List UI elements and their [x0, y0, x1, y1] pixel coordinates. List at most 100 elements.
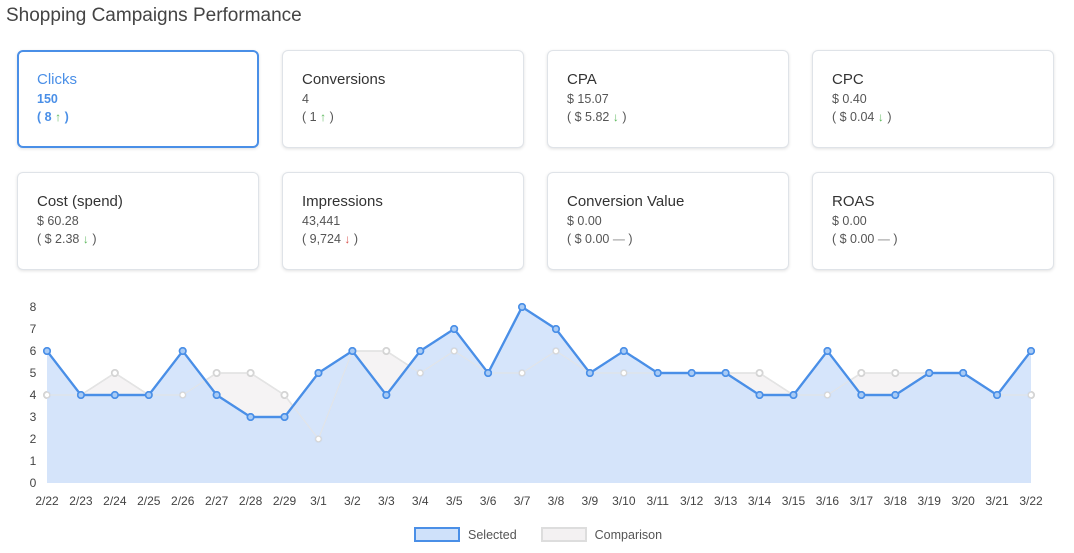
x-tick-label: 3/12: [680, 494, 704, 508]
metric-card-impressions[interactable]: Impressions 43,441 ( 9,724 ↓ ): [282, 172, 524, 270]
delta-value: ( 1: [302, 110, 317, 124]
x-tick-label: 2/23: [69, 494, 93, 508]
x-tick-label: 3/9: [582, 494, 599, 508]
x-tick-label: 2/24: [103, 494, 127, 508]
delta-close: ): [628, 232, 633, 246]
x-tick-label: 2/27: [205, 494, 229, 508]
comparison-series-point-overlay: [824, 391, 831, 399]
x-tick-label: 3/20: [951, 494, 975, 508]
dash-icon: —: [612, 232, 625, 246]
x-tick-label: 3/16: [816, 494, 840, 508]
metric-label: Conversion Value: [567, 193, 685, 210]
x-tick-label: 3/3: [378, 494, 395, 508]
x-tick-label: 3/13: [714, 494, 738, 508]
delta-value: ( $ 5.82: [567, 110, 610, 124]
selected-series-top-point: [518, 303, 527, 312]
delta-value: ( 9,724: [302, 232, 341, 246]
performance-chart-svg: 0 1 2 3 4 5 6 7 8 2/22 2/23 2/24 2/25 2/26 2/27 2/28 2/2…: [30, 300, 1043, 508]
metric-card-roas[interactable]: ROAS $ 0.00 ( $ 0.00 — ): [812, 172, 1054, 270]
selected-series-top-point: [450, 324, 459, 333]
y-tick-label: 8: [30, 300, 37, 314]
comparison-series-point-overlay: [111, 369, 119, 377]
delta-close: ): [353, 232, 359, 246]
delta-value: ( $ 0.00: [567, 232, 610, 246]
comparison-series-point-overlay: [179, 391, 187, 399]
comparison-series-point-overlay: [1027, 391, 1035, 399]
delta-value: ( $ 0.04: [832, 110, 875, 124]
selected-series-top-point: [993, 391, 1002, 400]
legend-item-comparison[interactable]: Comparison: [517, 527, 662, 542]
comparison-series-point-overlay: [857, 369, 865, 377]
metric-card-conversions[interactable]: Conversions 4 ( 1 ↑ ): [282, 50, 524, 148]
metric-delta: ( $ 0.00 — ): [567, 232, 788, 246]
x-tick-label: 3/2: [344, 494, 361, 508]
metric-card-cpc[interactable]: CPC $ 0.40 ( $ 0.04 ↓ ): [812, 50, 1054, 148]
x-tick-label: 2/29: [273, 494, 297, 508]
x-tick-label: 3/6: [480, 494, 497, 508]
selected-series-top-point: [857, 391, 866, 400]
metric-delta: ( $ 5.82 ↓ ): [567, 110, 788, 124]
comparison-series-point-overlay: [416, 369, 424, 377]
page-title: Shopping Campaigns Performance: [6, 5, 302, 26]
x-tick-label: 3/22: [1019, 494, 1043, 508]
metric-label: Clicks: [37, 71, 77, 88]
selected-series-area: [47, 307, 1031, 483]
comparison-series-point-overlay: [315, 435, 322, 443]
y-tick-label: 2: [30, 432, 37, 446]
selected-series-top-point: [619, 346, 628, 355]
selected-series-top-point: [42, 346, 51, 355]
comparison-series-point-overlay: [247, 369, 254, 377]
legend-item-selected[interactable]: Selected: [414, 527, 517, 542]
selected-series-top-point: [585, 369, 594, 378]
arrow-down-icon: ↓: [82, 232, 89, 246]
metric-delta: ( 8 ↑ ): [37, 110, 257, 124]
selected-series-top-point: [653, 369, 662, 378]
y-tick-label: 0: [30, 476, 37, 490]
x-tick-label: 3/7: [514, 494, 531, 508]
arrow-down-icon: ↓: [877, 110, 884, 124]
metric-card-conversion-value[interactable]: Conversion Value $ 0.00 ( $ 0.00 — ): [547, 172, 789, 270]
selected-series-top-point: [959, 369, 968, 378]
metric-card-cpa[interactable]: CPA $ 15.07 ( $ 5.82 ↓ ): [547, 50, 789, 148]
metric-value: 4: [302, 92, 309, 106]
metric-value: $ 15.07: [567, 92, 609, 106]
selected-series-top-point: [755, 391, 764, 400]
x-tick-label: 2/22: [35, 494, 59, 508]
comparison-series-overlay-line: [47, 350, 1031, 441]
comparison-series-point-overlay: [552, 347, 560, 355]
performance-chart: 0 1 2 3 4 5 6 7 8 2/22 2/23 2/24 2/25 2/26 2/27 2/28 2/2…: [0, 290, 1074, 520]
selected-series-top-point: [416, 346, 425, 355]
selected-series-top-point: [314, 369, 323, 378]
selected-series-top-point: [246, 413, 255, 422]
arrow-down-icon: ↓: [612, 110, 619, 124]
selected-series-top-point: [178, 346, 187, 355]
selected-series-top-point: [823, 346, 832, 355]
selected-series-top-point: [382, 391, 391, 400]
comparison-series-point-overlay: [213, 369, 221, 377]
x-tick-label: 2/28: [239, 494, 263, 508]
selected-series-top-point: [76, 391, 85, 400]
metric-label: Impressions: [302, 193, 383, 210]
delta-close: ): [64, 110, 69, 124]
y-tick-label: 5: [30, 366, 37, 380]
x-tick-label: 3/15: [782, 494, 806, 508]
metric-value: 43,441: [302, 214, 341, 228]
metric-value: $ 60.28: [37, 214, 79, 228]
legend-label-selected: Selected: [468, 527, 517, 542]
metric-value: $ 0.00: [832, 214, 867, 228]
metric-delta: ( $ 0.04 ↓ ): [832, 110, 1053, 124]
delta-value: ( $ 0.00: [832, 232, 875, 246]
selected-series-top-point: [551, 324, 560, 333]
metric-label: Cost (spend): [37, 193, 123, 210]
arrow-up-icon: ↑: [55, 110, 62, 124]
metric-card-cost[interactable]: Cost (spend) $ 60.28 ( $ 2.38 ↓ ): [17, 172, 259, 270]
metric-delta: ( $ 0.00 — ): [832, 232, 1053, 246]
metric-delta: ( $ 2.38 ↓ ): [37, 232, 258, 246]
x-tick-label: 3/10: [612, 494, 636, 508]
selected-series-top-point: [1027, 346, 1036, 355]
dash-icon: —: [877, 232, 890, 246]
comparison-series-point-overlay: [756, 369, 763, 377]
delta-close: ): [622, 110, 627, 124]
x-tick-label: 3/17: [850, 494, 874, 508]
metric-card-clicks[interactable]: Clicks 150 ( 8 ↑ ): [17, 50, 259, 148]
